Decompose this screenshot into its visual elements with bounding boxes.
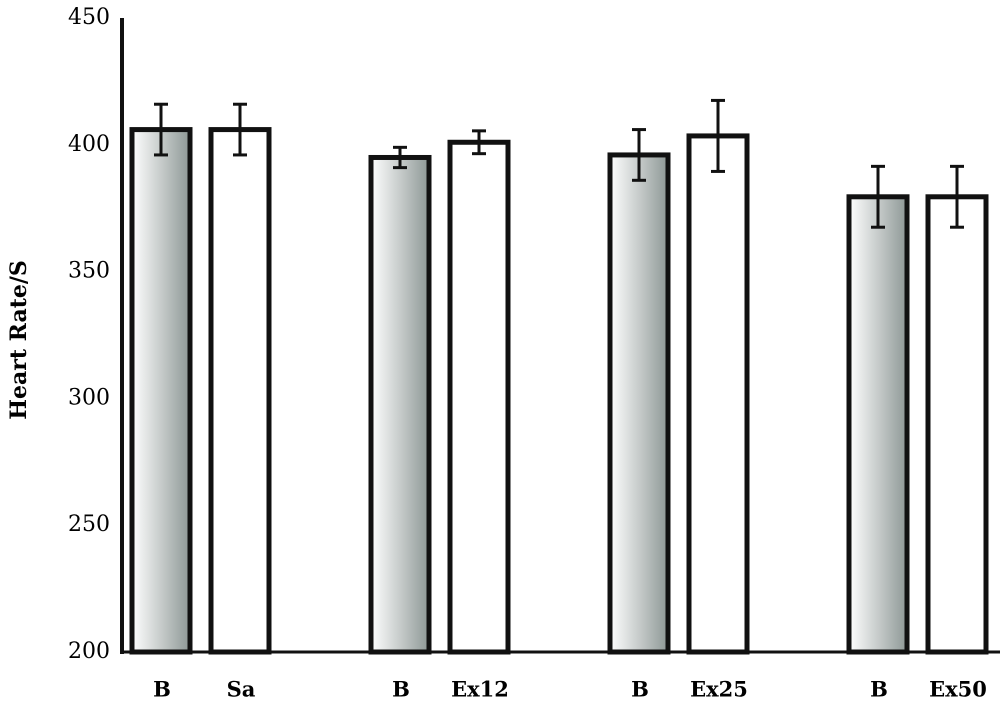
bar	[686, 133, 750, 655]
y-tick-label: 400	[68, 132, 110, 157]
error-bar	[950, 164, 964, 229]
bar	[607, 152, 671, 655]
bar	[447, 139, 511, 655]
y-tick-label: 200	[68, 639, 110, 664]
x-tick-label: Sa	[227, 677, 256, 702]
x-tick-label: Ex50	[929, 677, 987, 702]
y-tick-label: 350	[68, 259, 110, 284]
error-bar	[154, 102, 168, 157]
bar	[129, 127, 193, 655]
error-bar	[632, 128, 646, 182]
x-tick-label: Ex25	[690, 677, 748, 702]
error-bar	[393, 145, 407, 170]
error-bar	[711, 98, 725, 173]
error-bar	[871, 164, 885, 229]
error-bar	[472, 129, 486, 156]
y-axis-label: Heart Rate/S	[6, 260, 32, 420]
x-tick-label: B	[153, 677, 171, 702]
y-tick-label: 300	[68, 385, 110, 410]
x-tick-label: B	[870, 677, 888, 702]
bar	[368, 154, 432, 655]
bar	[846, 194, 910, 655]
y-tick-label: 250	[68, 512, 110, 537]
y-tick-label: 450	[68, 5, 110, 30]
error-bar	[233, 102, 247, 157]
x-tick-label: B	[631, 677, 649, 702]
x-tick-label: Ex12	[451, 677, 509, 702]
bar	[208, 127, 272, 655]
bar	[925, 194, 989, 655]
x-tick-label: B	[392, 677, 410, 702]
